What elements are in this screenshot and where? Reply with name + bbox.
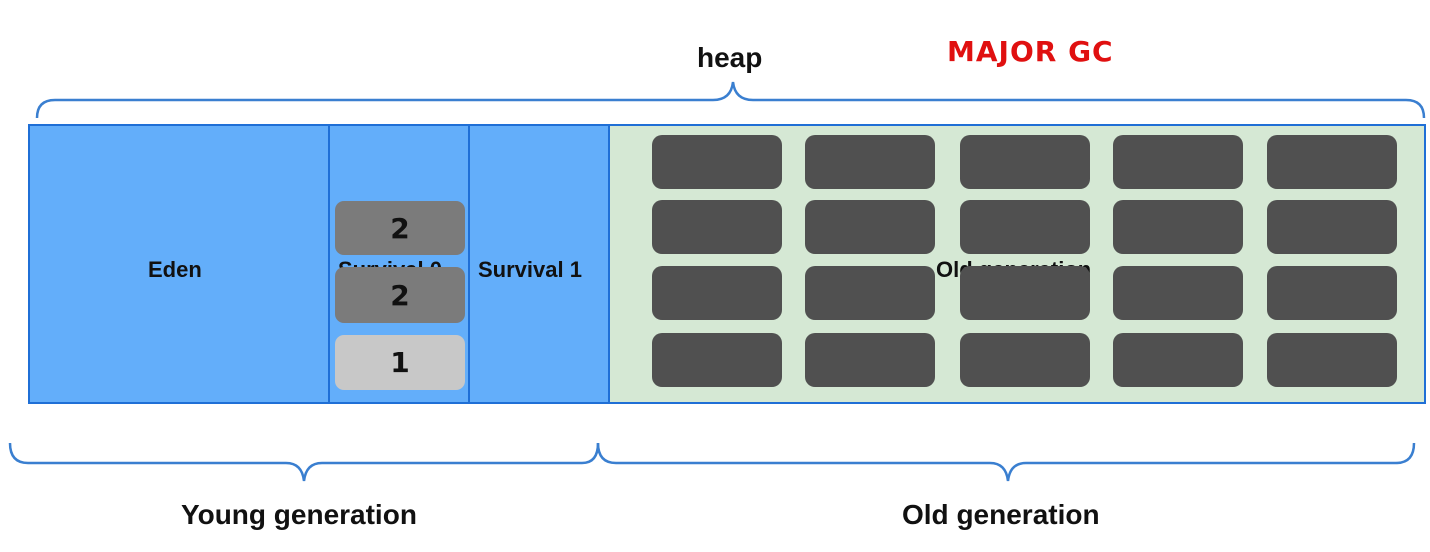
survival-1-region: Survival 1 (468, 124, 610, 404)
old-generation-footer-label: Old generation (902, 499, 1100, 530)
old-generation-object (1113, 200, 1243, 254)
major-gc-label: MAJOR GC (947, 35, 1114, 68)
old-generation-object (960, 333, 1090, 387)
old-generation-object (1267, 200, 1397, 254)
old-generation-object (805, 200, 935, 254)
old-generation-object (1113, 266, 1243, 320)
old-generation-object (652, 333, 782, 387)
survival-0-object: 2 (335, 201, 465, 255)
survival-1-label: Survival 1 (478, 257, 582, 282)
survival-0-object: 1 (335, 335, 465, 390)
old-generation-object (960, 200, 1090, 254)
old-generation-object (1113, 333, 1243, 387)
old-generation-object (1113, 135, 1243, 189)
old-generation-object (805, 333, 935, 387)
old-generation-region: Old generation (608, 124, 1426, 404)
old-generation-object (805, 266, 935, 320)
old-generation-object (652, 135, 782, 189)
old-generation-object (960, 135, 1090, 189)
survival-0-object: 2 (335, 267, 465, 323)
old-generation-object (805, 135, 935, 189)
eden-label: Eden (148, 257, 202, 282)
old-generation-object (652, 266, 782, 320)
old-generation-object (652, 200, 782, 254)
old-generation-object (1267, 135, 1397, 189)
eden-region: Eden (28, 124, 330, 404)
heap-label: heap (697, 42, 763, 73)
old-generation-object (1267, 333, 1397, 387)
old-generation-object (1267, 266, 1397, 320)
survival-0-region: Survival 0 2 2 1 (328, 124, 470, 404)
old-generation-object (960, 266, 1090, 320)
young-generation-label: Young generation (181, 499, 417, 530)
